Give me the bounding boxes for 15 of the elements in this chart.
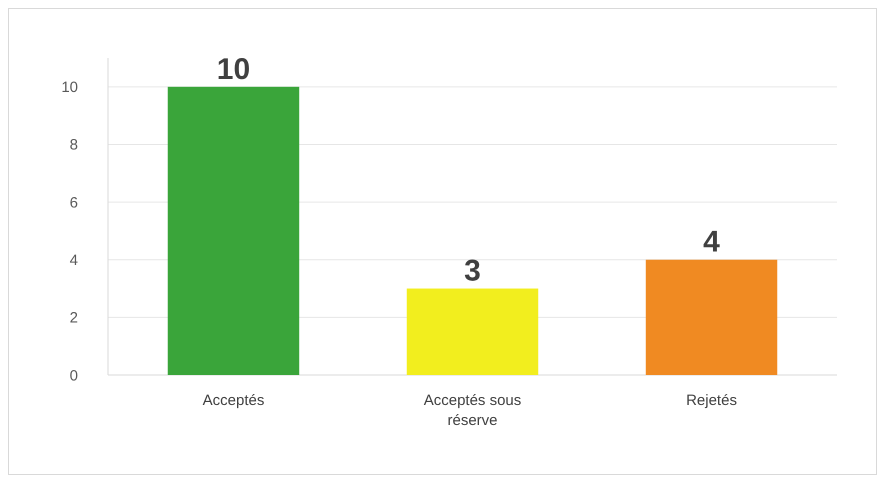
data-label: 4 xyxy=(703,226,720,259)
bar xyxy=(168,86,300,375)
y-tick-label: 6 xyxy=(70,194,78,212)
x-tick-label: Acceptés sous réserve xyxy=(424,392,522,429)
bar xyxy=(406,288,538,375)
y-tick-label: 2 xyxy=(70,310,78,327)
x-tick-label: Acceptés xyxy=(202,392,264,409)
y-tick-label: 0 xyxy=(70,367,78,384)
data-label: 3 xyxy=(464,254,481,288)
y-tick-label: 4 xyxy=(70,252,78,269)
data-label: 10 xyxy=(216,52,250,86)
x-tick-label: Rejetés xyxy=(686,392,737,409)
y-tick-label: 8 xyxy=(70,136,78,154)
bar xyxy=(646,260,778,375)
y-tick-label: 10 xyxy=(61,79,78,96)
